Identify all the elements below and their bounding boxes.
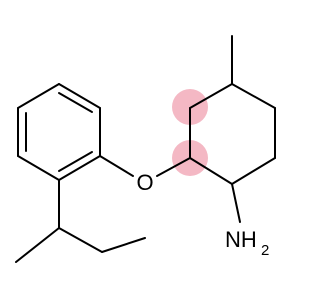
atom-label: NH bbox=[225, 227, 257, 252]
atom-subscript: 2 bbox=[261, 242, 269, 259]
bonds bbox=[15, 35, 276, 263]
molecule-diagram: O NH 2 bbox=[15, 35, 276, 263]
atom-label: O bbox=[136, 170, 153, 195]
